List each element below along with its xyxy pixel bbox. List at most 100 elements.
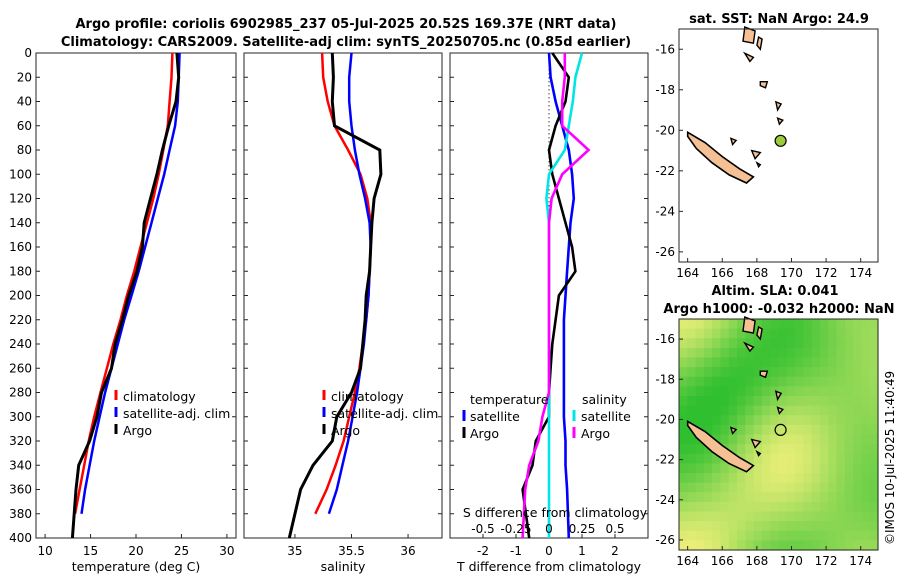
sla-map-cell [861, 434, 871, 445]
sla-map-cell [703, 338, 713, 349]
watermark: ©IMOS 10-Jul-2025 11:40:49 [883, 371, 897, 545]
sla-map-cell [761, 386, 771, 397]
sla-map-cell [737, 415, 746, 426]
sla-map-cell [770, 415, 780, 426]
sla-map-cell [778, 376, 788, 387]
sla-map-cell [853, 367, 863, 378]
sla-map-cell [720, 434, 730, 445]
sla-map-cell [828, 328, 838, 339]
sla-map-cell [803, 482, 813, 493]
sla-map-cell [778, 396, 788, 407]
sla-map-cell [853, 405, 863, 416]
sla-map-cell [695, 501, 705, 513]
tdiff-xtick-label: -2 [477, 544, 489, 558]
sla-map-cell [836, 473, 846, 484]
sla-map-cell [695, 473, 705, 484]
sla-map-cell [712, 386, 722, 397]
depth-tick-label: 260 [9, 361, 32, 375]
sla-map-ytick-label: -18 [655, 372, 675, 386]
sla-map-cell [828, 338, 838, 349]
sla-map-cell [795, 444, 804, 455]
sla-map-cell [803, 501, 813, 513]
tdiff-series-salinity-argo [521, 53, 591, 539]
sst-map-island [755, 161, 762, 169]
sla-map-cell [844, 521, 854, 532]
sla-map-cell [853, 444, 863, 455]
sla-map-cell [745, 444, 755, 455]
sla-map-cell [819, 482, 829, 493]
sla-map-cell [795, 338, 804, 349]
sla-map-cell [679, 376, 688, 387]
sla-map-cell [753, 444, 763, 455]
sla-map-cell [687, 338, 697, 349]
sla-map-cell [737, 386, 746, 397]
sla-map-cell [819, 347, 829, 359]
sdiff-tick-label: 0 [545, 522, 553, 536]
sla-map-cell [761, 424, 771, 436]
sla-map-cell [795, 347, 804, 359]
sla-map-ytick-label: -26 [655, 533, 675, 547]
sla-map-cell [778, 347, 788, 359]
sla-map-cell [828, 347, 838, 359]
sla-map-cell [712, 415, 722, 426]
sla-map-cell [761, 482, 771, 493]
sla-map-cell [853, 501, 863, 513]
temperature-legend-label: Argo [123, 423, 152, 438]
sla-map-cell [703, 347, 713, 359]
sla-map-cell [803, 540, 813, 551]
sla-map-cell [795, 386, 804, 397]
sla-map-cell [745, 396, 755, 407]
sla-map-island [742, 316, 756, 334]
sla-map-cell [687, 501, 697, 513]
sla-map-cell [819, 357, 829, 368]
sla-map-cell [869, 540, 879, 551]
sla-map-cell [803, 492, 813, 503]
sla-map-cell [836, 415, 846, 426]
sla-map-cell [703, 415, 713, 426]
sla-map-cell [753, 501, 763, 513]
sla-map-cell [828, 396, 838, 407]
sla-map-cell [770, 405, 780, 416]
temperature-xtick-label: 25 [174, 544, 189, 558]
sla-map-cell [712, 357, 722, 368]
sla-map-xtick-label: 164 [676, 554, 699, 568]
sla-map-cell [753, 463, 763, 474]
salinity-xtick-label: 35 [287, 544, 302, 558]
sla-map-cell [770, 463, 780, 474]
sla-map-cell [679, 319, 688, 330]
sla-map-cell [828, 386, 838, 397]
sla-map-cell [753, 347, 763, 359]
sla-map-cell [753, 540, 763, 551]
tdiff-xlabel: T difference from climatology [456, 559, 642, 574]
sla-map-cell [720, 396, 730, 407]
sla-map-cell [745, 405, 755, 416]
sla-map-cell [695, 540, 705, 551]
sst-map-xtick-label: 174 [849, 266, 872, 280]
sla-map-cell [786, 463, 796, 474]
sla-map-cell [728, 386, 738, 397]
sla-map-cell [819, 434, 829, 445]
sla-map-cell [836, 357, 846, 368]
sla-map-cell [728, 415, 738, 426]
sla-map-cell [728, 492, 738, 503]
sla-map-cell [836, 501, 846, 513]
sla-map-cell [687, 511, 697, 522]
sla-map-cell [720, 319, 730, 330]
sla-map-cell [786, 415, 796, 426]
sla-map-cell [712, 540, 722, 551]
sla-map-cell [819, 463, 829, 474]
sla-map-cell [737, 319, 746, 330]
sla-map-cell [679, 386, 688, 397]
sla-map-cell [679, 482, 688, 493]
sla-map-cell [811, 521, 821, 532]
tdiff-legend-label: Argo [470, 426, 499, 441]
sla-map-cell [770, 396, 780, 407]
sla-map-cell [786, 482, 796, 493]
sla-map-cell [795, 319, 804, 330]
sla-map-cell [795, 396, 804, 407]
sla-map-cell [861, 367, 871, 378]
sla-map-cell [770, 367, 780, 378]
sla-map-cell [728, 530, 738, 541]
sla-map-cell [828, 521, 838, 532]
sla-map-cell [786, 492, 796, 503]
